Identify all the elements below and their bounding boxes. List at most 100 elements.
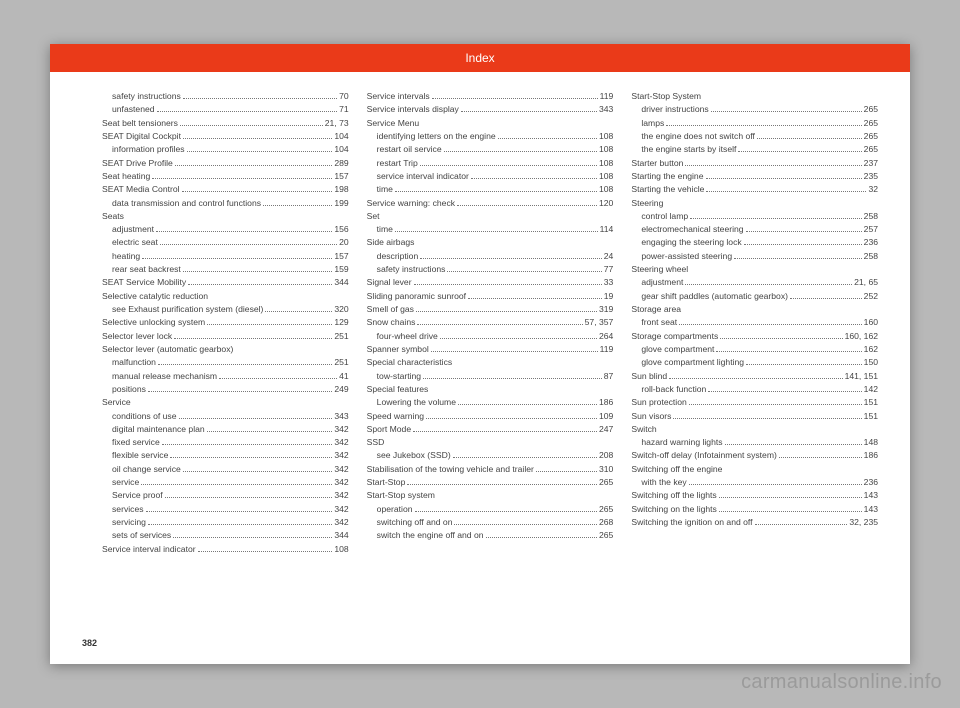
leader-dots [263, 199, 332, 206]
index-entry-page: 70 [339, 90, 349, 103]
index-entry-label: electric seat [112, 236, 158, 249]
leader-dots [165, 492, 333, 499]
index-entry-page: 264 [599, 330, 613, 343]
leader-dots [148, 518, 332, 525]
index-entry-page: 236 [864, 236, 878, 249]
index-entry-label: SEAT Service Mobility [102, 276, 186, 289]
leader-dots [182, 185, 333, 192]
index-entry-label: Storage area [631, 303, 681, 316]
index-entry: Signal lever33 [367, 276, 614, 289]
index-entry-label: Set [367, 210, 380, 223]
leader-dots [198, 545, 333, 552]
index-entry: manual release mechanism41 [102, 370, 349, 383]
index-entry-label: conditions of use [112, 410, 177, 423]
index-entry: service342 [102, 476, 349, 489]
leader-dots [457, 199, 597, 206]
leader-dots [414, 279, 602, 286]
index-entry-label: Speed warning [367, 410, 424, 423]
index-entry-label: glove compartment [641, 343, 714, 356]
index-entry: SEAT Service Mobility344 [102, 276, 349, 289]
index-entry: hazard warning lights148 [631, 436, 878, 449]
leader-dots [744, 239, 862, 246]
index-entry-label: Special features [367, 383, 429, 396]
leader-dots [498, 132, 597, 139]
index-entry-label: Storage compartments [631, 330, 718, 343]
index-entry: description24 [367, 250, 614, 263]
index-entry-page: 108 [599, 143, 613, 156]
leader-dots [170, 452, 332, 459]
leader-dots [673, 412, 861, 419]
index-entry-label: engaging the steering lock [641, 236, 741, 249]
index-entry: glove compartment lighting150 [631, 356, 878, 369]
index-entry: Switch-off delay (Infotainment system)18… [631, 449, 878, 462]
index-entry: Stabilisation of the towing vehicle and … [367, 463, 614, 476]
index-entry-page: 151 [864, 410, 878, 423]
leader-dots [180, 119, 323, 126]
leader-dots [679, 318, 862, 325]
leader-dots [423, 372, 602, 379]
index-entry: Service intervals display343 [367, 103, 614, 116]
index-entry-label: oil change service [112, 463, 181, 476]
index-entry-label: Starter button [631, 157, 683, 170]
index-entry-label: information profiles [112, 143, 185, 156]
index-entry: Special features [367, 383, 614, 396]
index-entry-page: 208 [599, 449, 613, 462]
leader-dots [148, 385, 332, 392]
index-entry-label: Sun blind [631, 370, 667, 383]
index-entry-page: 342 [334, 449, 348, 462]
index-entry: Steering [631, 197, 878, 210]
leader-dots [407, 478, 597, 485]
index-entry-label: Starting the engine [631, 170, 703, 183]
index-entry-page: 237 [864, 157, 878, 170]
index-entry-label: Sport Mode [367, 423, 411, 436]
index-entry: switch the engine off and on265 [367, 529, 614, 542]
index-entry-label: Service intervals display [367, 103, 459, 116]
index-entry: Set [367, 210, 614, 223]
leader-dots [536, 465, 597, 472]
index-entry: Switching off the engine [631, 463, 878, 476]
leader-dots [175, 159, 332, 166]
index-entry-page: 19 [604, 290, 614, 303]
index-entry: Selective catalytic reduction [102, 290, 349, 303]
index-entry-page: 160, 162 [845, 330, 878, 343]
index-entry-page: 342 [334, 436, 348, 449]
index-entry: Smell of gas319 [367, 303, 614, 316]
watermark: carmanualsonline.info [741, 671, 942, 694]
leader-dots [157, 105, 338, 112]
leader-dots [666, 119, 861, 126]
index-entry-label: Sun protection [631, 396, 686, 409]
index-entry-page: 186 [864, 449, 878, 462]
index-entry-page: 157 [334, 250, 348, 263]
index-entry-label: positions [112, 383, 146, 396]
index-entry-page: 289 [334, 157, 348, 170]
index-entry-page: 109 [599, 410, 613, 423]
index-entry-label: safety instructions [112, 90, 181, 103]
index-entry-label: four-wheel drive [377, 330, 438, 343]
index-entry-label: Side airbags [367, 236, 415, 249]
index-entry-page: 236 [864, 476, 878, 489]
index-entry-page: 319 [599, 303, 613, 316]
index-entry-page: 252 [864, 290, 878, 303]
index-entry: electric seat20 [102, 236, 349, 249]
index-entry-label: control lamp [641, 210, 688, 223]
leader-dots [207, 318, 332, 325]
index-entry: Storage area [631, 303, 878, 316]
index-entry-page: 104 [334, 130, 348, 143]
index-entry-label: rear seat backrest [112, 263, 181, 276]
index-entry-label: Starting the vehicle [631, 183, 704, 196]
index-entry-page: 57, 357 [585, 316, 614, 329]
index-entry-label: driver instructions [641, 103, 708, 116]
index-entry-label: gear shift paddles (automatic gearbox) [641, 290, 788, 303]
index-entry-label: Start-Stop System [631, 90, 701, 103]
index-entry: Storage compartments 160, 162 [631, 330, 878, 343]
index-entry-page: 150 [864, 356, 878, 369]
index-entry: Snow chains57, 357 [367, 316, 614, 329]
index-entry-label: switching off and on [377, 516, 453, 529]
leader-dots [719, 492, 862, 499]
index-column: Service intervals119Service intervals di… [367, 90, 614, 556]
index-entry-label: sets of services [112, 529, 171, 542]
index-entry-label: Selective unlocking system [102, 316, 205, 329]
index-entry: adjustment21, 65 [631, 276, 878, 289]
index-entry: Side airbags [367, 236, 614, 249]
leader-dots [711, 105, 862, 112]
